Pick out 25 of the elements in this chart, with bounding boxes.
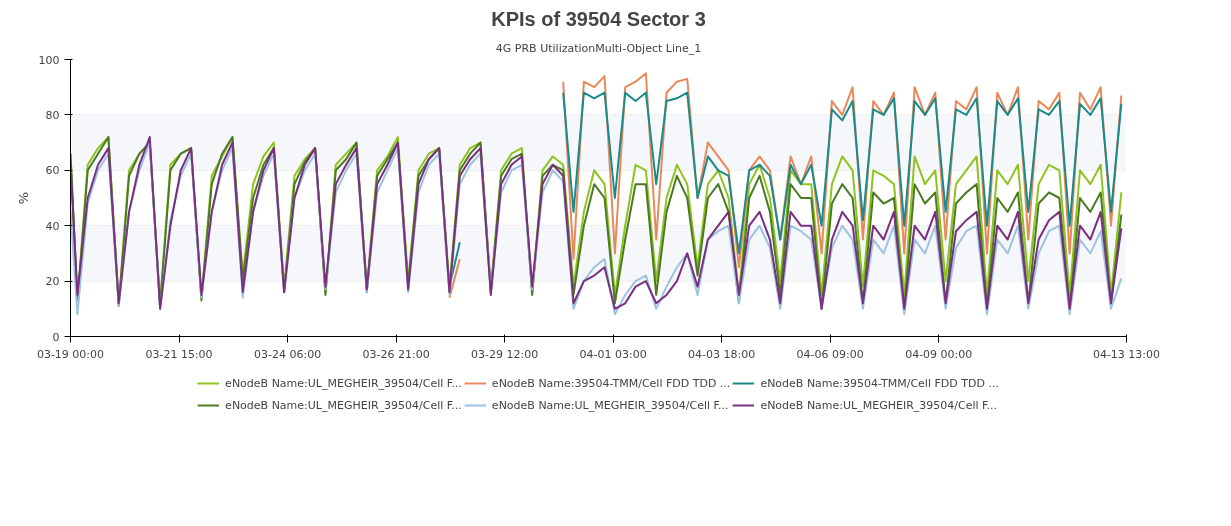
x-tick-label: 03-19 00:00 xyxy=(36,347,105,361)
legend-label: eNodeB Name:39504-TMM/Cell FDD TDD ... xyxy=(760,376,999,390)
legend-label: eNodeB Name:UL_MEGHEIR_39504/Cell F... xyxy=(760,398,998,412)
y-tick-label: 20 xyxy=(45,275,60,289)
x-tick-label: 04-03 18:00 xyxy=(688,347,756,361)
legend-label: eNodeB Name:UL_MEGHEIR_39504/Cell F... xyxy=(225,376,462,390)
y-tick-label: 80 xyxy=(45,108,60,122)
chart-title: KPIs of 39504 Sector 3 xyxy=(491,7,706,30)
y-tick-label: 0 xyxy=(52,330,60,344)
legend-label: eNodeB Name:39504-TMM/Cell FDD TDD ... xyxy=(491,376,731,390)
y-tick-label: 100 xyxy=(38,53,60,67)
x-tick-label: 04-06 09:00 xyxy=(796,347,864,361)
x-tick-label: 03-26 21:00 xyxy=(362,347,430,361)
legend-label: eNodeB Name:UL_MEGHEIR_39504/Cell F... xyxy=(225,398,462,412)
y-tick-label: 60 xyxy=(45,164,60,178)
legend-label: eNodeB Name:UL_MEGHEIR_39504/Cell F... xyxy=(491,398,729,412)
y-tick-label: 40 xyxy=(45,219,60,233)
y-axis-title: % xyxy=(15,191,31,205)
x-tick-label: 03-29 12:00 xyxy=(471,347,539,361)
chart-subtitle: 4G PRB UtilizationMulti-Object Line_1 xyxy=(495,41,702,55)
x-tick-label: 04-13 13:00 xyxy=(1092,347,1161,361)
x-tick-label: 03-24 06:00 xyxy=(253,347,322,361)
x-tick-label: 04-09 00:00 xyxy=(905,347,973,361)
x-tick-label: 03-21 15:00 xyxy=(145,347,213,361)
x-tick-label: 04-01 03:00 xyxy=(579,347,647,361)
